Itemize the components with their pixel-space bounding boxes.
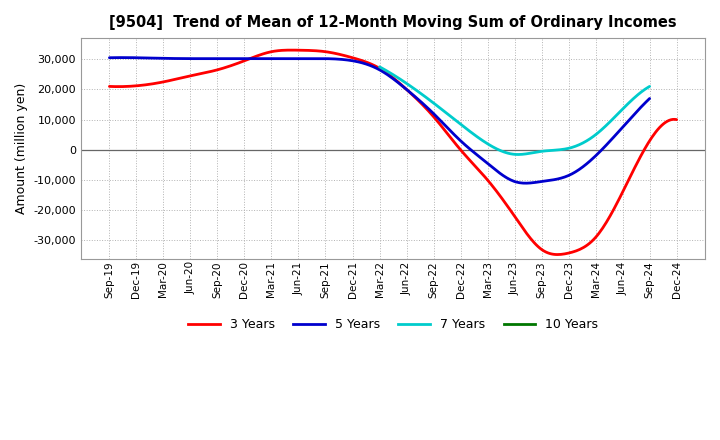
7 Years — [536, 149, 544, 154]
Line: 3 Years: 3 Years — [109, 50, 677, 255]
7 Years — [375, 64, 384, 70]
3 Years — [623, 180, 631, 185]
5 Years — [438, 119, 446, 125]
7 Years — [645, 84, 654, 89]
7 Years — [621, 104, 629, 109]
3 Years — [454, 145, 463, 150]
Legend: 3 Years, 5 Years, 7 Years, 10 Years: 3 Years, 5 Years, 7 Years, 10 Years — [184, 313, 603, 336]
5 Years — [118, 55, 127, 60]
5 Years — [427, 109, 436, 114]
5 Years — [105, 55, 114, 60]
5 Years — [428, 110, 437, 116]
3 Years — [105, 84, 114, 89]
Line: 7 Years: 7 Years — [379, 67, 649, 154]
7 Years — [376, 65, 384, 70]
Title: [9504]  Trend of Mean of 12-Month Moving Sum of Ordinary Incomes: [9504] Trend of Mean of 12-Month Moving … — [109, 15, 677, 30]
5 Years — [107, 55, 115, 60]
3 Years — [445, 133, 454, 138]
7 Years — [537, 149, 546, 154]
3 Years — [587, 239, 595, 245]
3 Years — [443, 131, 451, 136]
3 Years — [287, 48, 296, 53]
7 Years — [604, 121, 613, 126]
5 Years — [598, 146, 607, 151]
3 Years — [553, 252, 562, 257]
5 Years — [645, 96, 654, 101]
7 Years — [541, 148, 550, 154]
7 Years — [513, 152, 522, 157]
5 Years — [521, 180, 529, 186]
3 Years — [672, 117, 681, 122]
3 Years — [107, 84, 116, 89]
Y-axis label: Amount (million yen): Amount (million yen) — [15, 83, 28, 214]
Line: 5 Years: 5 Years — [109, 58, 649, 183]
5 Years — [564, 173, 572, 178]
